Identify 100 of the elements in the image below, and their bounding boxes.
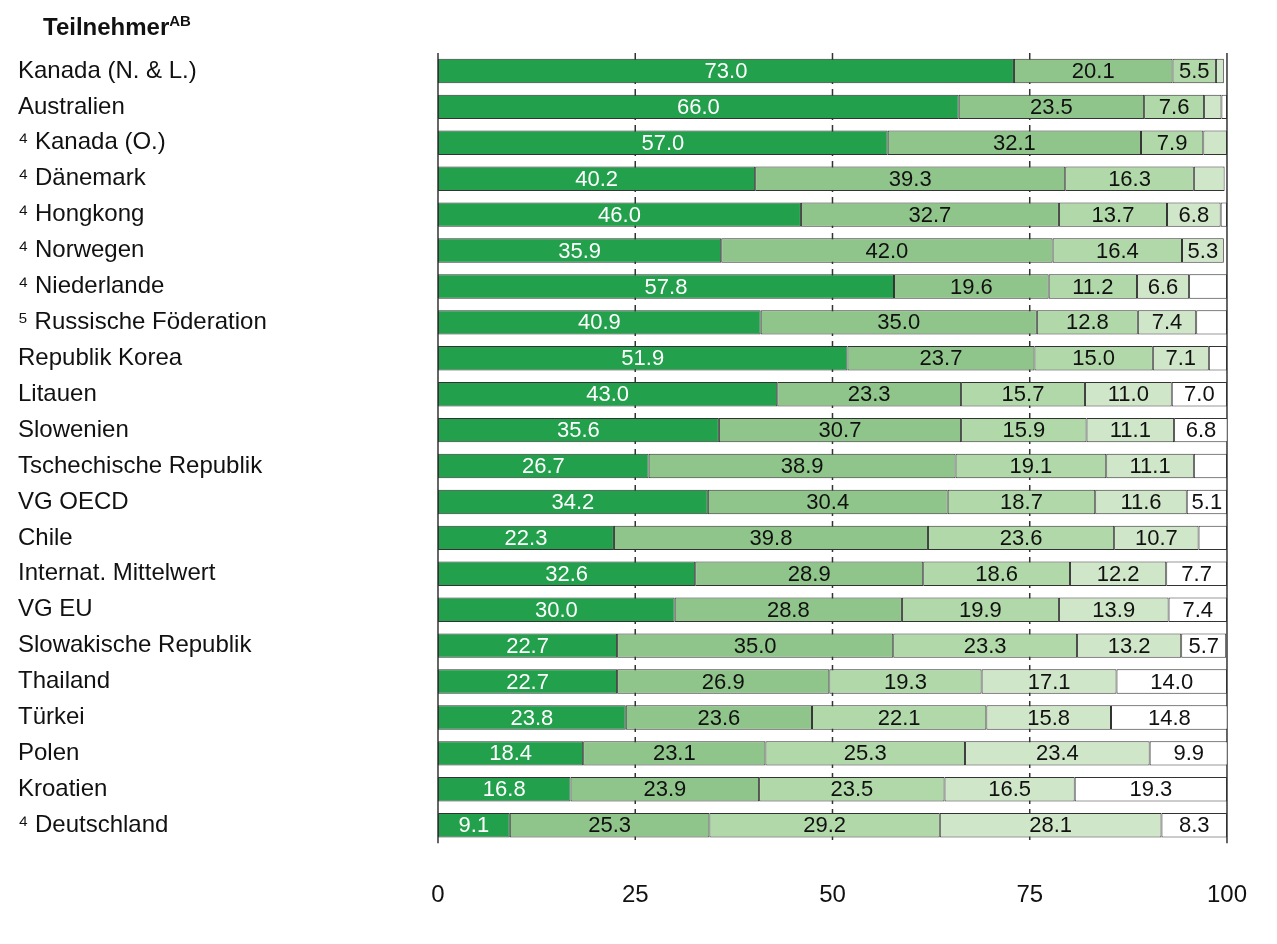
data-label: 18.6 — [975, 560, 1019, 586]
data-label: 40.2 — [575, 165, 618, 191]
data-label: 22.3 — [504, 524, 548, 550]
y-tick-label: Litauen — [18, 378, 97, 406]
data-label: 28.9 — [787, 560, 831, 586]
data-label: 7.0 — [1184, 381, 1215, 407]
data-label: 6.6 — [1147, 273, 1179, 299]
data-label: 19.3 — [1129, 776, 1173, 802]
x-tick-label: 100 — [1206, 880, 1247, 908]
data-label: 30.0 — [534, 596, 578, 622]
data-label: 15.7 — [1001, 381, 1045, 407]
y-tick-label: Republik Korea — [18, 342, 183, 370]
data-label: 12.2 — [1096, 560, 1140, 586]
data-label: 23.5 — [830, 776, 874, 802]
data-label: 5.3 — [1187, 237, 1219, 263]
data-label: 15.0 — [1072, 345, 1116, 371]
data-label: 22.7 — [506, 632, 549, 658]
y-tick-label: Australien — [18, 91, 125, 119]
data-label: 23.4 — [1035, 740, 1079, 766]
data-label: 57.0 — [641, 129, 685, 155]
data-label: 39.8 — [749, 524, 793, 550]
y-tick-label: ⁴ Kanada (O.) — [18, 127, 166, 155]
data-label: 22.1 — [877, 704, 921, 730]
data-label: 8.3 — [1178, 812, 1210, 838]
data-label: 18.7 — [1000, 489, 1043, 515]
x-tick-label: 75 — [1016, 880, 1044, 908]
data-label: 11.0 — [1107, 381, 1149, 407]
y-tick-label: Kroatien — [18, 773, 108, 801]
x-tick-label: 50 — [819, 880, 846, 908]
y-tick-label: ⁴ Niederlande — [18, 271, 165, 299]
y-tick-label: Tschechische Republik — [18, 450, 264, 478]
data-label: 9.9 — [1173, 740, 1205, 766]
y-tick-label: Kanada (N. & L.) — [18, 55, 197, 83]
data-label: 46.0 — [598, 201, 641, 227]
data-label: 19.3 — [884, 668, 927, 694]
y-tick-label: ⁵ Russische Föderation — [18, 307, 267, 335]
data-label: 15.8 — [1027, 704, 1071, 730]
y-tick-label: Türkei — [18, 702, 85, 730]
data-label: 23.8 — [510, 704, 554, 730]
data-label: 7.6 — [1158, 93, 1190, 119]
x-tick-label: 0 — [431, 880, 445, 908]
data-label: 15.9 — [1002, 417, 1046, 443]
data-label: 18.4 — [489, 740, 532, 766]
data-label: 23.9 — [643, 776, 687, 802]
data-label: 23.5 — [1030, 93, 1073, 119]
data-label: 57.8 — [644, 273, 688, 299]
data-label: 5.5 — [1178, 58, 1210, 84]
data-label: 35.6 — [557, 417, 600, 443]
data-label: 7.4 — [1151, 309, 1183, 335]
data-label: 32.6 — [545, 560, 589, 586]
data-label: 73.0 — [704, 58, 748, 84]
data-label: 51.9 — [621, 345, 665, 371]
data-label: 23.6 — [697, 704, 741, 730]
y-tick-label: Chile — [18, 522, 73, 550]
data-label: 7.9 — [1156, 129, 1188, 155]
data-label: 9.1 — [458, 812, 490, 838]
data-label: 23.3 — [847, 381, 891, 407]
data-label: 16.4 — [1095, 237, 1139, 263]
data-label: 25.3 — [843, 740, 887, 766]
y-tick-label: Slowenien — [18, 414, 129, 442]
data-label: 13.9 — [1092, 596, 1136, 622]
data-label: 66.0 — [676, 93, 720, 119]
data-label: 11.6 — [1120, 489, 1162, 515]
data-label: 28.8 — [766, 596, 810, 622]
data-label: 23.1 — [652, 740, 696, 766]
data-label: 6.8 — [1178, 201, 1210, 227]
y-tick-label: Slowakische Republik — [18, 630, 253, 658]
x-tick-label: 25 — [621, 880, 649, 908]
data-label: 11.2 — [1072, 273, 1114, 299]
data-label: 38.9 — [780, 453, 824, 479]
data-label: 35.9 — [558, 237, 602, 263]
data-label: 5.7 — [1188, 632, 1219, 658]
data-label: 22.7 — [506, 668, 549, 694]
data-label: 19.9 — [959, 596, 1002, 622]
data-label: 10.7 — [1134, 524, 1178, 550]
data-label: 5.1 — [1191, 489, 1223, 515]
data-label: 16.8 — [482, 776, 526, 802]
data-label: 7.4 — [1182, 596, 1214, 622]
data-label: 40.9 — [577, 309, 621, 335]
data-label: 29.2 — [803, 812, 847, 838]
data-label: 23.3 — [963, 632, 1007, 658]
y-tick-label: ⁴ Norwegen — [18, 235, 145, 263]
data-label: 14.8 — [1147, 704, 1191, 730]
data-label: 28.1 — [1029, 812, 1073, 838]
data-label: 6.8 — [1185, 417, 1217, 443]
data-label: 32.7 — [908, 201, 952, 227]
data-label: 7.7 — [1181, 560, 1212, 586]
data-label: 34.2 — [551, 489, 595, 515]
data-label: 13.2 — [1107, 632, 1151, 658]
data-label: 30.4 — [806, 489, 850, 515]
data-label: 43.0 — [586, 381, 630, 407]
y-tick-label: ⁴ Dänemark — [18, 163, 147, 191]
data-label: 16.5 — [988, 776, 1032, 802]
y-tick-label: Internat. Mittelwert — [18, 558, 216, 586]
data-label: 35.0 — [733, 632, 777, 658]
y-tick-label: Polen — [18, 738, 80, 766]
y-tick-label: ⁴ Hongkong — [18, 199, 145, 227]
data-label: 23.7 — [919, 345, 963, 371]
data-label: 26.7 — [521, 453, 565, 479]
data-label: 11.1 — [1109, 417, 1151, 443]
